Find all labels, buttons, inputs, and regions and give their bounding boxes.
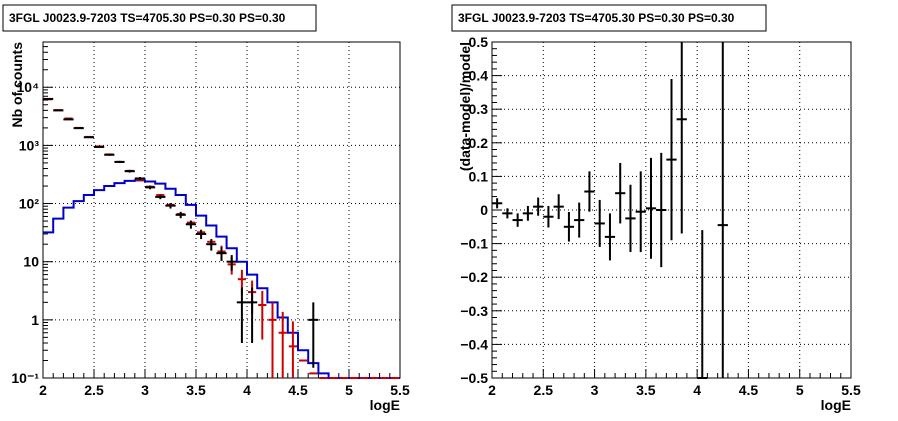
plot-frame: [42, 41, 401, 379]
y-axis-label: (data-model)/model: [457, 42, 473, 171]
residual-panel: 3FGL J0023.9-7203 TS=4705.30 PS=0.30 PS=…: [451, 4, 861, 413]
x-tick-label: 4.5: [739, 382, 759, 398]
x-tick-label: 4.5: [288, 382, 308, 398]
grid: [43, 42, 400, 378]
y-tick-label: 0: [480, 202, 488, 218]
y-tick-label: 10³: [19, 137, 40, 153]
y-tick-label: 10²: [19, 196, 40, 212]
x-tick-labels: 2 2.5 3 3.5 4 4.5 5 5.5: [39, 382, 410, 398]
y-tick-label: 0.3: [469, 101, 489, 117]
y-tick-label: 10⁴: [17, 79, 40, 95]
y-tick-label: 10⁻¹: [11, 370, 39, 386]
axis-ticks: [491, 41, 852, 379]
y-tick-label: −0.4: [460, 336, 488, 352]
y-tick-label: −0.1: [460, 236, 488, 252]
x-tick-label: 3.5: [186, 382, 206, 398]
chart-title: 3FGL J0023.9-7203 TS=4705.30 PS=0.30 PS=…: [9, 11, 286, 25]
chart-title: 3FGL J0023.9-7203 TS=4705.30 PS=0.30 PS=…: [458, 11, 735, 25]
x-tick-label: 3.5: [636, 382, 656, 398]
y-tick-labels: 10⁻¹ 1 10 10² 10³ 10⁴: [11, 79, 39, 386]
grid: [492, 42, 851, 378]
data-marks: [492, 42, 728, 379]
y-tick-label: 1: [31, 312, 39, 328]
x-tick-label: 2: [39, 382, 47, 398]
title-box: [451, 4, 767, 32]
y-axis-label: Nb of counts: [9, 42, 25, 128]
x-tick-label: 2.5: [84, 382, 104, 398]
data-marks: [43, 97, 400, 379]
x-tick-label: 4: [693, 382, 701, 398]
counts-panel: 3FGL J0023.9-7203 TS=4705.30 PS=0.30 PS=…: [2, 4, 410, 413]
y-tick-label: −0.3: [460, 303, 488, 319]
title-box: [2, 4, 317, 32]
x-axis-label: logE: [370, 397, 400, 413]
x-tick-label: 2.5: [534, 382, 554, 398]
x-tick-label: 4: [243, 382, 251, 398]
x-tick-label: 5.5: [841, 382, 861, 398]
x-tick-label: 3: [591, 382, 599, 398]
y-tick-label: 0.5: [469, 34, 489, 50]
y-tick-labels: −0.5 −0.4 −0.3 −0.2 −0.1 0 0.1 0.2 0.3 0.4 0.5: [460, 34, 488, 386]
x-tick-label: 5.5: [390, 382, 410, 398]
x-axis-label: logE: [821, 397, 851, 413]
axis-ticks: [42, 41, 401, 379]
x-tick-label: 5: [345, 382, 353, 398]
x-tick-label: 2: [488, 382, 496, 398]
y-tick-label: 0.2: [469, 135, 489, 151]
y-tick-label: 10: [23, 254, 39, 270]
y-tick-label: −0.2: [460, 269, 488, 285]
source-model-histogram: [43, 179, 400, 379]
x-tick-labels: 2 2.5 3 3.5 4 4.5 5 5.5: [488, 382, 861, 398]
x-tick-label: 5: [796, 382, 804, 398]
x-tick-label: 3: [141, 382, 149, 398]
y-tick-label: −0.5: [460, 370, 488, 386]
y-tick-label: 0.1: [469, 168, 489, 184]
y-tick-label: 0.4: [469, 68, 489, 84]
